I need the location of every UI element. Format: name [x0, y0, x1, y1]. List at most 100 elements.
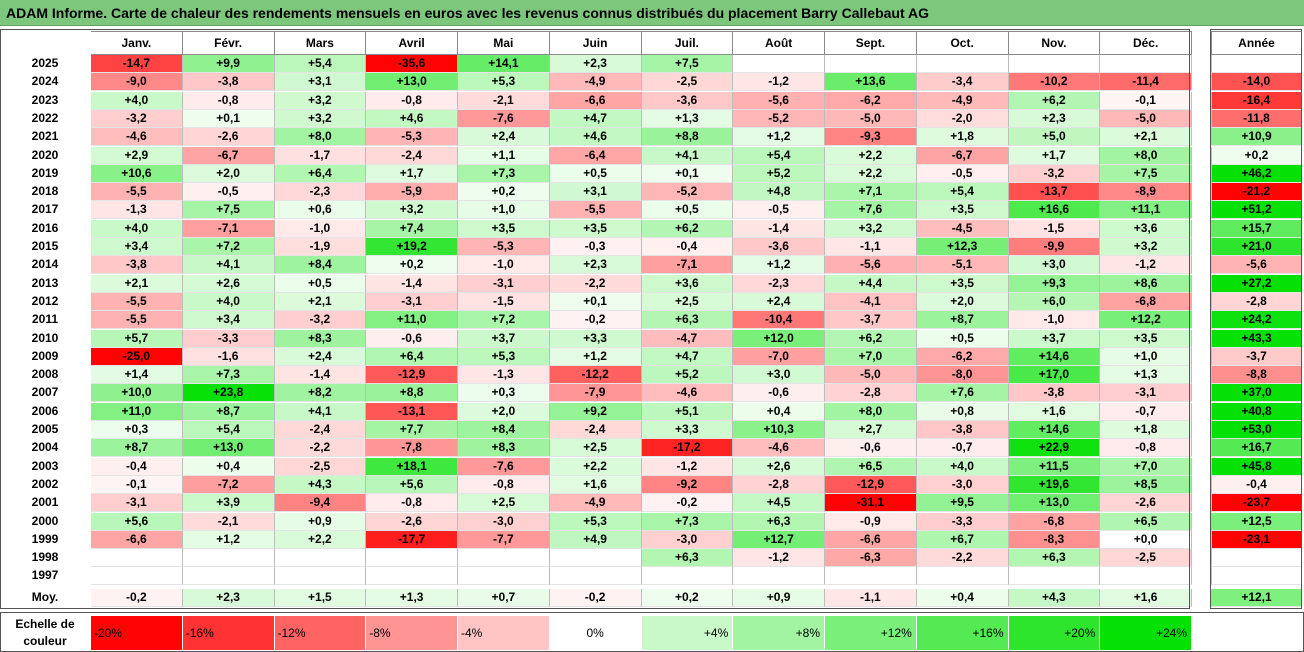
heat-cell: -4,1 [825, 292, 917, 311]
color-scale-step: +8% [733, 616, 825, 650]
year-label: 2001 [31, 495, 59, 510]
heat-cell: +7,3 [458, 164, 550, 183]
heat-cell: -0,8 [366, 494, 458, 513]
heat-cell: +0,5 [274, 274, 367, 293]
heat-cell: +11,0 [366, 311, 458, 330]
heat-cell: -25,0 [91, 347, 183, 366]
heat-cell: +1,8 [1100, 421, 1192, 439]
heat-cell: +2,2 [549, 457, 642, 476]
heat-cell: -1,0 [1008, 311, 1101, 330]
heat-cell [825, 567, 917, 586]
heat-cell: -9,4 [274, 494, 367, 513]
heat-cell: +11,1 [1100, 201, 1192, 220]
heat-cell: +3,2 [366, 201, 458, 220]
heat-cell: +0,4 [182, 457, 275, 476]
color-scale-step: 0% [549, 616, 642, 650]
heat-cell: -5,5 [91, 292, 183, 311]
heat-cell [366, 549, 458, 568]
heat-cell [91, 567, 183, 586]
heat-cell: -5,6 [825, 256, 917, 275]
heat-cell: +2,7 [825, 421, 917, 439]
heat-cell: +10,6 [91, 164, 183, 183]
heat-cell: +3,6 [641, 274, 734, 293]
heat-cell: +14,6 [1008, 347, 1101, 366]
heat-cell: +3,5 [549, 219, 642, 238]
heat-cell: -3,1 [366, 292, 458, 311]
heat-cell: -6,7 [916, 146, 1009, 165]
color-scale-step: +12% [825, 616, 917, 650]
heat-cell: +2,1 [274, 292, 367, 311]
heat-cell: +1,2 [733, 128, 825, 147]
color-scale-step: +4% [641, 616, 734, 650]
heat-cell: +22,9 [1008, 439, 1101, 458]
heat-cell: +0,2 [366, 256, 458, 275]
heat-cell: +2,5 [549, 439, 642, 458]
heat-cell [458, 567, 550, 586]
heat-cell [1008, 567, 1101, 586]
heat-cell: -1,4 [274, 366, 367, 385]
heat-cell: -5,6 [733, 91, 825, 110]
average-cell: -1,1 [825, 589, 917, 607]
heat-cell: -2,1 [458, 91, 550, 110]
annual-cell: +24,2 [1211, 311, 1302, 330]
heat-cell: +7,4 [366, 219, 458, 238]
heat-cell: -5,3 [366, 128, 458, 147]
annual-cell: +53,0 [1211, 421, 1302, 439]
year-label: 1998 [31, 550, 59, 565]
heat-cell: -5,0 [825, 109, 917, 128]
heat-cell: +8,8 [641, 128, 734, 147]
heat-cell: -6,7 [182, 146, 275, 165]
heat-cell: +0,1 [182, 109, 275, 128]
heat-cell: +1,2 [549, 347, 642, 366]
heat-cell: +0,5 [641, 201, 734, 220]
heat-cell: +4,1 [182, 256, 275, 275]
average-cell: +2,3 [182, 589, 275, 607]
heat-cell: -5,5 [91, 311, 183, 330]
heat-cell: +9,3 [1008, 274, 1101, 293]
heat-cell: +4,7 [549, 109, 642, 128]
heat-cell: +9,2 [549, 402, 642, 421]
annual-average-cell: +12,1 [1211, 589, 1302, 607]
heat-cell: -1,6 [182, 347, 275, 366]
heat-cell: -3,8 [91, 256, 183, 275]
annual-cell: -3,7 [1211, 347, 1302, 366]
heat-cell: -1,2 [1100, 256, 1192, 275]
color-scale-step: +16% [916, 616, 1009, 650]
heat-cell: +1,7 [366, 164, 458, 183]
heat-cell: +0,9 [274, 512, 367, 531]
year-label: 2024 [31, 74, 59, 89]
year-label: 2004 [31, 440, 59, 455]
heat-cell: -4,6 [733, 439, 825, 458]
annual-cell: -14,0 [1211, 73, 1302, 92]
heat-cell: -3,2 [274, 311, 367, 330]
heat-cell: +8,2 [274, 384, 367, 403]
heat-cell: +4,6 [366, 109, 458, 128]
heat-cell: +3,3 [641, 421, 734, 439]
heat-cell: -5,3 [458, 238, 550, 256]
heat-cell: +1,0 [458, 201, 550, 220]
annual-cell: +40,8 [1211, 402, 1302, 421]
heat-cell: +6,0 [1008, 292, 1101, 311]
heat-cell: +8,3 [458, 439, 550, 458]
heat-cell: +12,3 [916, 238, 1009, 256]
heat-cell: -1,5 [1008, 219, 1101, 238]
heat-cell: +0,5 [916, 329, 1009, 348]
heat-cell: +7,2 [182, 238, 275, 256]
heat-cell: -3,0 [641, 530, 734, 549]
heat-cell: +2,6 [182, 274, 275, 293]
heat-cell: +6,2 [641, 219, 734, 238]
heat-cell: +1,3 [641, 109, 734, 128]
heat-cell: +5,2 [733, 164, 825, 183]
heat-cell [549, 567, 642, 586]
heat-cell: +4,3 [274, 475, 367, 494]
heat-cell: -0,4 [641, 238, 734, 256]
year-label: 2023 [31, 92, 59, 107]
year-label: 2000 [31, 513, 59, 528]
heat-cell: -11,4 [1100, 73, 1192, 92]
heat-cell: -6,8 [1100, 292, 1192, 311]
month-header: Oct. [916, 31, 1009, 55]
heat-cell: -2,3 [733, 274, 825, 293]
heat-cell: +4,4 [825, 274, 917, 293]
heat-cell: +1,8 [916, 128, 1009, 147]
annual-cell: +27,2 [1211, 274, 1302, 293]
